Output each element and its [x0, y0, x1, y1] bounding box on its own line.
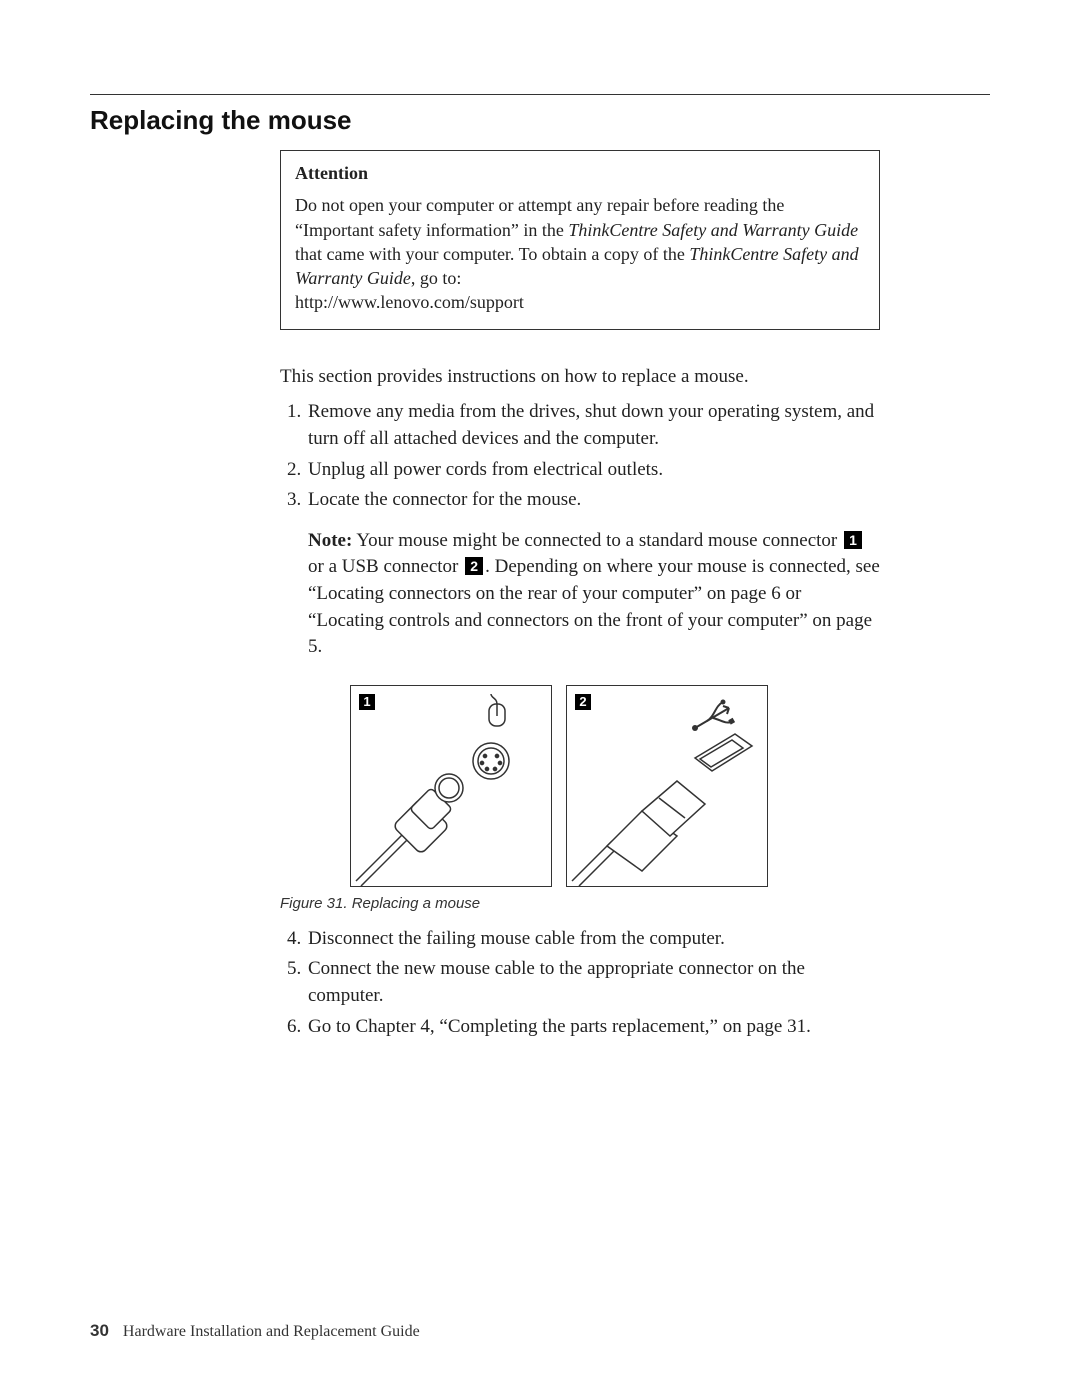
section-title: Replacing the mouse: [90, 105, 990, 136]
step-item: Locate the connector for the mouse. Note…: [306, 487, 880, 661]
page-number: 30: [90, 1321, 109, 1340]
step-item: Go to Chapter 4, “Completing the parts r…: [306, 1014, 880, 1041]
note-text: or a USB connector: [308, 556, 463, 577]
top-rule: [90, 94, 990, 95]
figure-caption-text: Replacing a mouse: [348, 895, 481, 912]
figure-caption: Figure 31. Replacing a mouse: [280, 895, 880, 912]
figure-panel-usb: 2: [566, 685, 768, 887]
attention-text: , go to:: [411, 268, 462, 288]
step-item: Remove any media from the drives, shut d…: [306, 399, 880, 452]
attention-text: that came with your computer. To obtain …: [295, 244, 689, 264]
attention-box: Attention Do not open your computer or a…: [280, 150, 880, 330]
note-label: Note:: [308, 530, 352, 551]
figure-panel-ps2: 1: [350, 685, 552, 887]
footer-title: Hardware Installation and Replacement Gu…: [123, 1323, 420, 1340]
callout-badge-1: 1: [844, 531, 862, 549]
ps2-connector-illustration: [351, 686, 551, 886]
step-text: Go to Chapter 4, “Completing the parts r…: [308, 1016, 811, 1037]
callout-badge-2: 2: [465, 557, 483, 575]
attention-body: Do not open your computer or attempt any…: [295, 193, 865, 314]
step-text: Unplug all power cords from electrical o…: [308, 459, 663, 480]
attention-url: http://www.lenovo.com/support: [295, 292, 524, 312]
content-column: Attention Do not open your computer or a…: [280, 150, 880, 1040]
note-text: Your mouse might be connected to a stand…: [352, 530, 842, 551]
steps-list-a: Remove any media from the drives, shut d…: [280, 399, 880, 660]
page-footer: 30 Hardware Installation and Replacement …: [90, 1321, 420, 1341]
usb-connector-illustration: [567, 686, 767, 886]
step-item: Unplug all power cords from electrical o…: [306, 457, 880, 484]
figure-caption-prefix: Figure 31.: [280, 895, 348, 912]
attention-heading: Attention: [295, 161, 865, 185]
figure: 1: [350, 685, 880, 887]
step-text: Remove any media from the drives, shut d…: [308, 401, 874, 449]
intro-paragraph: This section provides instructions on ho…: [280, 364, 880, 390]
step-item: Disconnect the failing mouse cable from …: [306, 926, 880, 953]
step-text: Disconnect the failing mouse cable from …: [308, 928, 725, 949]
note-block: Note: Your mouse might be connected to a…: [308, 528, 880, 661]
step-text: Locate the connector for the mouse.: [308, 489, 581, 510]
steps-list-b: Disconnect the failing mouse cable from …: [280, 926, 880, 1040]
page: Replacing the mouse Attention Do not ope…: [0, 0, 1080, 1397]
attention-doc-title: ThinkCentre Safety and Warranty Guide: [568, 220, 858, 240]
step-text: Connect the new mouse cable to the appro…: [308, 958, 805, 1006]
step-item: Connect the new mouse cable to the appro…: [306, 956, 880, 1009]
